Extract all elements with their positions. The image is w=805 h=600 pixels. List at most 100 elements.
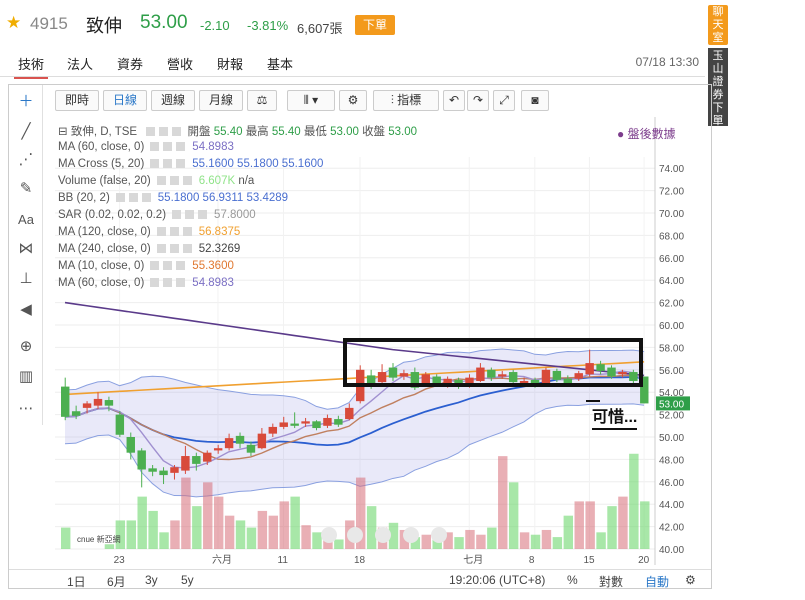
bollinger-lower <box>64 403 645 498</box>
broker-order-button[interactable]: 玉山證券下單 <box>708 48 728 127</box>
indicator-label: MA Cross (5, 20) <box>58 158 145 170</box>
indicator-controls[interactable] <box>150 159 189 169</box>
range-bar: 1日 6月 3y 5y 19:20:06 (UTC+8) % 對數 自動 ⚙ <box>9 569 711 589</box>
range-1d[interactable]: 1日 <box>67 575 86 589</box>
indicator-controls[interactable] <box>115 193 154 203</box>
volume-bar <box>115 520 126 549</box>
auto-toggle[interactable]: 自動 <box>645 575 670 589</box>
candle-body <box>181 456 190 471</box>
zoom-in-small-icon[interactable] <box>403 527 419 543</box>
indicator-controls[interactable] <box>156 227 195 237</box>
reset-icon[interactable] <box>375 527 391 543</box>
tab-financials[interactable]: 財報 <box>217 57 244 72</box>
legend-controls[interactable] <box>146 127 185 137</box>
price-chart[interactable]: 74.00 72.00 70.00 68.00 66.00 64.00 62.00 60.00… <box>55 117 711 565</box>
indicator-legend-row: MA (240, close, 0) 52.3269 <box>58 243 240 255</box>
zoom-out-icon[interactable] <box>347 527 363 543</box>
more-tools-icon[interactable]: ⋯ <box>18 400 34 417</box>
price-tick: 58.00 <box>659 343 684 354</box>
measure-tool-icon[interactable]: ⊥ <box>19 270 33 287</box>
indicator-legend-row: MA (60, close, 0) 54.8983 <box>58 277 234 289</box>
redo-icon[interactable]: ↷ <box>467 90 489 111</box>
range-3y[interactable]: 3y <box>145 573 158 587</box>
compare-icon[interactable]: ⚖ <box>247 90 277 111</box>
time-tick: 11 <box>278 555 289 565</box>
brush-icon[interactable]: ✎ <box>19 180 33 197</box>
camera-icon[interactable]: ◙ <box>521 90 549 111</box>
range-5y[interactable]: 5y <box>181 573 194 587</box>
candle-body <box>541 369 551 385</box>
candle-body <box>377 372 387 383</box>
weekly-button[interactable]: 週線 <box>151 90 195 111</box>
scroll-left-icon[interactable] <box>321 527 337 543</box>
percent-toggle[interactable]: % <box>567 573 578 587</box>
quote-datetime: 07/18 13:30 <box>635 55 699 69</box>
order-button[interactable]: 下單 <box>355 15 395 35</box>
settings-small-icon[interactable]: ⚙ <box>685 573 696 587</box>
tab-institutional[interactable]: 法人 <box>67 57 94 72</box>
price-tick: 56.00 <box>659 366 684 377</box>
candle-body <box>508 372 518 383</box>
crosshair-icon[interactable]: ＋ <box>18 93 34 110</box>
undo-icon[interactable]: ↶ <box>443 90 465 111</box>
tab-technical[interactable]: 技術 <box>14 54 49 79</box>
after-hours-data[interactable]: ● 盤後數據 <box>617 127 676 141</box>
price-tick: 68.00 <box>659 231 684 242</box>
ruler-icon[interactable]: ▥ <box>18 368 34 385</box>
chat-room-button[interactable]: 聊天室 <box>708 5 728 45</box>
candle-body <box>388 367 398 378</box>
price-change-pct: -3.81% <box>247 18 289 33</box>
indicator-label: MA (60, close, 0) <box>58 277 145 289</box>
volume-bar <box>585 501 595 549</box>
fullscreen-icon[interactable]: ⤢ <box>493 90 515 111</box>
volume-bar <box>366 506 377 549</box>
pattern-tool-icon[interactable]: ⋈ <box>18 240 34 257</box>
indicator-label: MA (10, close, 0) <box>58 260 145 272</box>
intraday-button[interactable]: 即時 <box>55 90 99 111</box>
candle-body <box>345 407 354 420</box>
settings-icon[interactable]: ⚙ <box>339 90 367 111</box>
volume-bar <box>519 532 530 549</box>
volume-bar <box>552 537 563 549</box>
volume-bar <box>476 534 486 549</box>
indicator-controls[interactable] <box>150 142 189 152</box>
candle-body <box>552 370 562 380</box>
indicator-controls[interactable] <box>150 278 189 288</box>
close-label: 收盤 <box>362 126 386 138</box>
candle-body <box>203 452 212 462</box>
scroll-right-icon[interactable] <box>431 527 447 543</box>
chart-type-icon[interactable]: ⫴ ▾ <box>287 90 335 111</box>
candle-body <box>290 423 299 426</box>
daily-button[interactable]: 日線 <box>103 90 147 111</box>
price-tick: 70.00 <box>659 209 684 220</box>
indicator-controls[interactable] <box>156 244 195 254</box>
candle-body <box>137 450 146 470</box>
indicator-legend-row: SAR (0.02, 0.02, 0.2) 57.8000 <box>58 209 256 221</box>
zoom-in-icon[interactable]: ⊕ <box>19 338 33 355</box>
low-value: 53.00 <box>330 126 359 138</box>
tab-revenue[interactable]: 營收 <box>167 57 194 72</box>
collapse-icon[interactable]: ⊟ <box>58 126 68 138</box>
text-tool-icon[interactable]: Aa <box>18 212 34 227</box>
candle-body <box>629 372 638 381</box>
tab-margin[interactable]: 資券 <box>117 57 144 72</box>
star-icon[interactable]: ★ <box>6 13 22 32</box>
fib-tool-icon[interactable]: ⋰ <box>18 151 34 168</box>
range-6m[interactable]: 6月 <box>107 575 126 589</box>
indicator-controls[interactable] <box>150 261 189 271</box>
candle-body <box>410 372 420 388</box>
volume-bar <box>574 501 584 549</box>
log-toggle[interactable]: 對數 <box>599 575 624 589</box>
trend-line-icon[interactable]: ╱ <box>21 123 31 140</box>
price-tick: 50.00 <box>659 433 684 444</box>
indicator-controls[interactable] <box>172 210 211 220</box>
volume-bars <box>61 453 650 549</box>
candle-body <box>268 426 278 434</box>
arrow-left-icon[interactable]: ◀ <box>20 301 32 318</box>
indicators-button[interactable]: ⫶ 指標 <box>373 90 439 111</box>
indicator-value: 57.8000 <box>214 209 256 221</box>
monthly-button[interactable]: 月線 <box>199 90 243 111</box>
indicator-legend-row: BB (20, 2) 55.1800 56.9311 53.4289 <box>58 192 288 204</box>
tab-basic[interactable]: 基本 <box>267 57 294 72</box>
indicator-controls[interactable] <box>156 176 195 186</box>
